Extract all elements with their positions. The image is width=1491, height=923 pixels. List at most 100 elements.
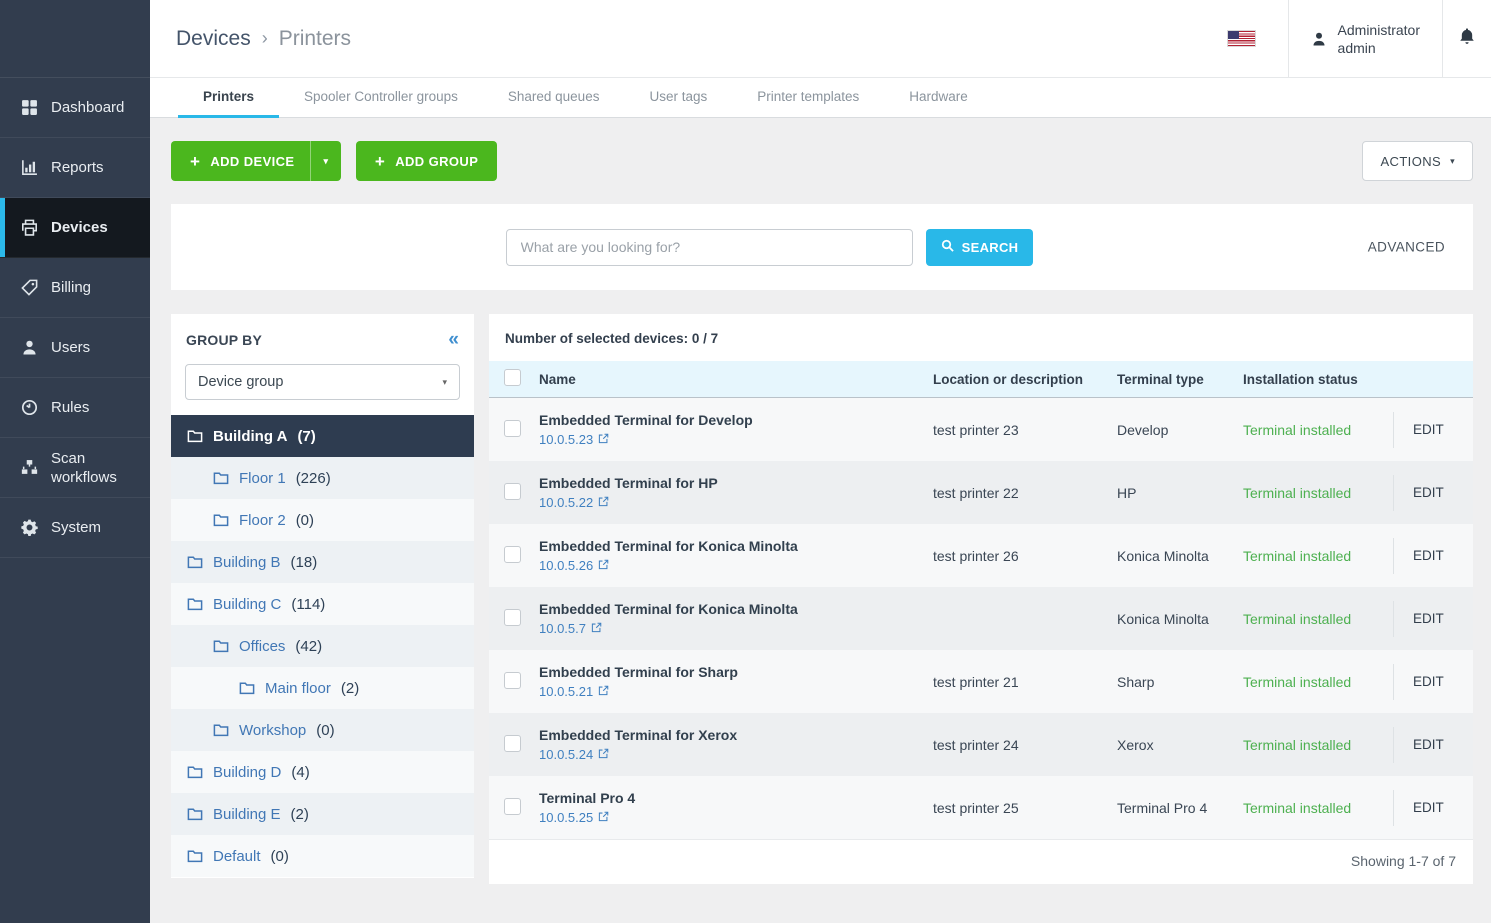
sidebar-item-users[interactable]: Users	[0, 318, 150, 378]
device-ip-link[interactable]: 10.0.5.21	[539, 684, 609, 699]
edit-button[interactable]: EDIT	[1393, 600, 1473, 637]
column-header-name[interactable]: Name	[539, 371, 576, 387]
device-terminal-type: Develop	[1117, 421, 1169, 438]
tab-label: User tags	[649, 89, 708, 104]
folder-icon	[187, 596, 203, 612]
row-checkbox[interactable]	[504, 797, 521, 815]
device-location: test printer 26	[933, 547, 1019, 564]
collapse-panel-icon[interactable]: «	[448, 329, 459, 350]
group-tree-item-main-floor[interactable]: Main floor (2)	[171, 667, 474, 709]
group-tree-item-floor-1[interactable]: Floor 1 (226)	[171, 457, 474, 499]
edit-button[interactable]: EDIT	[1393, 789, 1473, 826]
toolbar: + ADD DEVICE ▾ + ADD GROUP ACTIONS ▾	[171, 141, 1473, 181]
sidebar-item-scan-workflows[interactable]: Scan workflows	[0, 438, 150, 498]
devices-table-panel: Number of selected devices: 0 / 7 Name L…	[489, 314, 1473, 884]
device-ip-link[interactable]: 10.0.5.24	[539, 747, 609, 762]
dashboard-icon	[21, 99, 38, 116]
group-name: Offices	[239, 637, 286, 655]
group-name: Building E	[213, 805, 281, 823]
edit-button[interactable]: EDIT	[1393, 726, 1473, 763]
edit-button[interactable]: EDIT	[1393, 474, 1473, 511]
group-tree-item-building-d[interactable]: Building D (4)	[171, 751, 474, 793]
group-count: (18)	[290, 553, 318, 571]
column-header-installation-status[interactable]: Installation status	[1243, 371, 1358, 387]
group-by-select[interactable]: Device group ▾	[185, 364, 460, 400]
tab-shared-queues[interactable]: Shared queues	[483, 78, 625, 118]
group-name: Main floor	[265, 679, 331, 697]
sidebar-item-dashboard[interactable]: Dashboard	[0, 78, 150, 138]
folder-icon	[187, 428, 203, 444]
top-header: Devices › Printers Administrator admin	[150, 0, 1491, 78]
device-ip-link[interactable]: 10.0.5.7	[539, 621, 602, 636]
group-tree-item-default[interactable]: Default (0)	[171, 835, 474, 877]
breadcrumb-parent[interactable]: Devices	[176, 26, 251, 50]
tab-printer-templates[interactable]: Printer templates	[732, 78, 884, 118]
header-right: Administrator admin	[1196, 0, 1491, 77]
sidebar-item-billing[interactable]: Billing	[0, 258, 150, 318]
plus-icon: +	[190, 151, 201, 171]
add-device-button[interactable]: + ADD DEVICE ▾	[171, 141, 342, 181]
tab-printers[interactable]: Printers	[178, 78, 280, 118]
select-all-checkbox[interactable]	[504, 369, 521, 386]
tab-spooler-controller-groups[interactable]: Spooler Controller groups	[279, 78, 483, 118]
device-ip-link[interactable]: 10.0.5.26	[539, 558, 609, 573]
row-checkbox[interactable]	[504, 671, 521, 689]
row-checkbox[interactable]	[504, 608, 521, 626]
sidebar-item-reports[interactable]: Reports	[0, 138, 150, 198]
sidebar-item-rules[interactable]: Rules	[0, 378, 150, 438]
app-logo-area	[0, 0, 150, 78]
edit-button[interactable]: EDIT	[1393, 663, 1473, 700]
row-checkbox[interactable]	[504, 482, 521, 500]
pagination-summary: Showing 1-7 of 7	[489, 839, 1473, 884]
system-gear-icon	[21, 519, 38, 536]
group-tree-item-building-c[interactable]: Building C (114)	[171, 583, 474, 625]
device-ip-link[interactable]: 10.0.5.22	[539, 495, 609, 510]
row-checkbox[interactable]	[504, 734, 521, 752]
group-name: Floor 2	[239, 511, 286, 529]
add-device-dropdown-toggle[interactable]: ▾	[309, 141, 342, 181]
external-link-icon	[598, 495, 609, 510]
scan-workflows-icon	[21, 459, 38, 476]
edit-button[interactable]: EDIT	[1393, 411, 1473, 448]
device-terminal-type: Xerox	[1117, 736, 1154, 753]
advanced-search-link[interactable]: ADVANCED	[1367, 239, 1445, 255]
column-header-location[interactable]: Location or description	[933, 371, 1084, 387]
device-name: Terminal Pro 4	[539, 790, 636, 806]
row-checkbox[interactable]	[504, 419, 521, 437]
folder-icon	[187, 806, 203, 822]
group-by-selected-option: Device group	[198, 374, 284, 390]
group-count: (2)	[290, 805, 309, 823]
search-input[interactable]	[505, 228, 913, 266]
add-group-button[interactable]: + ADD GROUP	[355, 141, 498, 181]
language-switcher[interactable]	[1196, 0, 1288, 77]
column-header-terminal-type[interactable]: Terminal type	[1117, 371, 1204, 387]
device-name: Embedded Terminal for Xerox	[539, 727, 738, 743]
users-icon	[21, 339, 38, 356]
edit-button[interactable]: EDIT	[1393, 537, 1473, 574]
group-tree-item-building-e[interactable]: Building E (2)	[171, 793, 474, 835]
group-tree-item-floor-2[interactable]: Floor 2 (0)	[171, 499, 474, 541]
actions-button[interactable]: ACTIONS ▾	[1362, 141, 1473, 181]
device-ip-link[interactable]: 10.0.5.25	[539, 810, 609, 825]
device-name: Embedded Terminal for Develop	[539, 412, 753, 428]
row-checkbox[interactable]	[504, 545, 521, 563]
table-row: Embedded Terminal for Konica Minolta 10.…	[489, 524, 1473, 587]
device-location: test printer 23	[933, 421, 1019, 438]
user-menu[interactable]: Administrator admin	[1287, 0, 1443, 77]
group-tree-item-offices[interactable]: Offices (42)	[171, 625, 474, 667]
tab-user-tags[interactable]: User tags	[624, 78, 732, 118]
search-button[interactable]: SEARCH	[925, 228, 1034, 266]
group-tree-item-workshop[interactable]: Workshop (0)	[171, 709, 474, 751]
us-flag-icon	[1227, 30, 1257, 47]
group-tree-item-building-a[interactable]: Building A (7)	[171, 415, 474, 457]
group-name: Floor 1	[239, 469, 286, 487]
device-group-tree: Building A (7) Floor 1 (226) Floor 2 (0)	[171, 415, 474, 877]
sidebar-item-system[interactable]: System	[0, 498, 150, 558]
group-tree-item-building-b[interactable]: Building B (18)	[171, 541, 474, 583]
sidebar-item-devices[interactable]: Devices	[0, 198, 150, 258]
device-name: Embedded Terminal for Konica Minolta	[539, 538, 798, 554]
device-ip-link[interactable]: 10.0.5.23	[539, 432, 609, 447]
notifications-button[interactable]	[1443, 0, 1491, 77]
tab-hardware[interactable]: Hardware	[884, 78, 993, 118]
folder-icon	[213, 722, 229, 738]
